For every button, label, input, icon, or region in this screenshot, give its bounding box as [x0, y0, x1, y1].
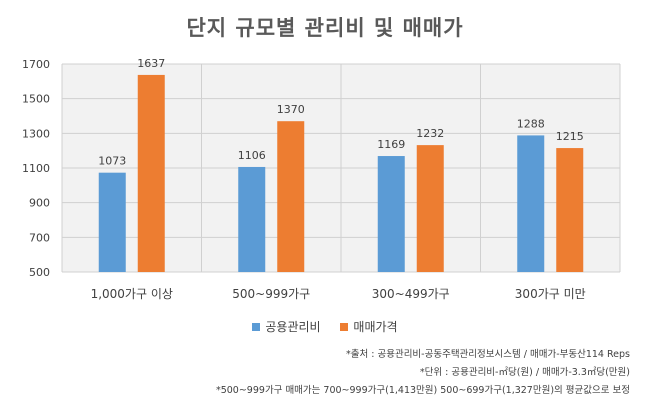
note-correction: *500~999가구 매매가는 700~999가구(1,413만원) 500~6… — [215, 385, 630, 396]
bar — [416, 145, 444, 272]
legend-label-public-fee: 공용관리비 — [265, 320, 321, 334]
legend-item-sale-price: 매매가격 — [340, 318, 398, 335]
legend-swatch-public-fee — [252, 322, 261, 331]
y-tick-label: 1300 — [22, 127, 50, 140]
y-tick-label: 1500 — [22, 93, 50, 106]
bar — [277, 121, 305, 272]
data-label: 1169 — [377, 138, 405, 151]
x-category-label: 300가구 미만 — [515, 287, 586, 301]
x-category-label: 1,000가구 이상 — [91, 287, 173, 301]
chart-title: 단지 규모별 관리비 및 매매가 — [186, 16, 464, 40]
data-label: 1106 — [238, 149, 266, 162]
bar — [377, 156, 405, 272]
note-source: *출처 : 공용관리비-공동주택관리정보시스템 / 매매가-부동산114 Rep… — [346, 349, 630, 360]
y-tick-label: 700 — [29, 231, 50, 244]
chart-notes: *출처 : 공용관리비-공동주택관리정보시스템 / 매매가-부동산114 Rep… — [216, 346, 630, 400]
x-category-label: 500~999가구 — [232, 287, 310, 301]
bar — [517, 135, 545, 272]
y-tick-label: 500 — [29, 266, 50, 279]
legend-label-sale-price: 매매가격 — [353, 320, 398, 334]
data-label: 1370 — [277, 103, 305, 116]
note-unit: *단위 : 공용관리비-㎡당(원) / 매매가-3.3㎡당(만원) — [419, 367, 630, 378]
data-label: 1232 — [416, 127, 444, 140]
bar — [238, 166, 266, 272]
data-label: 1637 — [137, 57, 165, 70]
y-tick-label: 1100 — [22, 162, 50, 175]
x-category-label: 300~499가구 — [372, 287, 450, 301]
data-label: 1288 — [517, 117, 545, 130]
data-label: 1215 — [556, 130, 584, 143]
data-label: 1073 — [98, 155, 126, 168]
legend-swatch-sale-price — [340, 322, 349, 331]
chart-legend: 공용관리비 매매가격 — [0, 318, 650, 335]
bar — [556, 148, 584, 272]
bar — [98, 172, 126, 272]
bar — [137, 74, 165, 272]
legend-item-public-fee: 공용관리비 — [252, 318, 321, 335]
y-tick-label: 1700 — [22, 58, 50, 71]
y-tick-label: 900 — [29, 197, 50, 210]
